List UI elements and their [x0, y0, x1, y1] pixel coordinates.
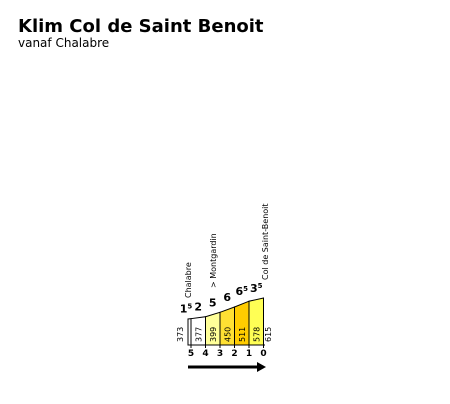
- gradient-int: 3: [250, 282, 258, 295]
- altitude-label: 615: [264, 327, 273, 342]
- distance-label: 3: [217, 349, 223, 359]
- distance-label: 1: [246, 349, 252, 359]
- gradient-label: 65: [235, 285, 248, 298]
- altitude-label: 511: [238, 327, 247, 342]
- altitude-label: 377: [194, 327, 203, 342]
- gradient-label: 2: [194, 301, 202, 314]
- place-label: > Montgardin: [209, 233, 218, 288]
- altitude-label: 450: [223, 327, 232, 342]
- distance-label: 4: [202, 349, 208, 359]
- gradient-label: 6: [223, 291, 231, 304]
- gradient-label: 35: [250, 282, 263, 295]
- place-label: Col de Saint-Benoit: [261, 203, 270, 280]
- gradient-dec: 5: [187, 303, 192, 311]
- distance-label: 5: [188, 349, 194, 359]
- gradient-label: 5: [209, 296, 217, 309]
- gradient-segment: [248, 297, 264, 346]
- altitude-label: 373: [176, 327, 185, 342]
- chart-subtitle: vanaf Chalabre: [18, 36, 109, 50]
- gradient-dec: 5: [258, 282, 263, 290]
- distance-label: 0: [260, 349, 266, 359]
- gradient-dec: 5: [243, 285, 248, 293]
- place-label: Chalabre: [184, 262, 193, 298]
- altitude-label: 578: [252, 327, 261, 342]
- altitude-label: 399: [209, 327, 218, 342]
- gradient-int: 6: [235, 285, 243, 298]
- chart-title: Klim Col de Saint Benoit: [18, 16, 264, 37]
- distance-label: 2: [231, 349, 237, 359]
- arrow-head: [257, 362, 266, 372]
- gradient-label: 15: [180, 303, 193, 316]
- gradient-int: 1: [180, 303, 188, 316]
